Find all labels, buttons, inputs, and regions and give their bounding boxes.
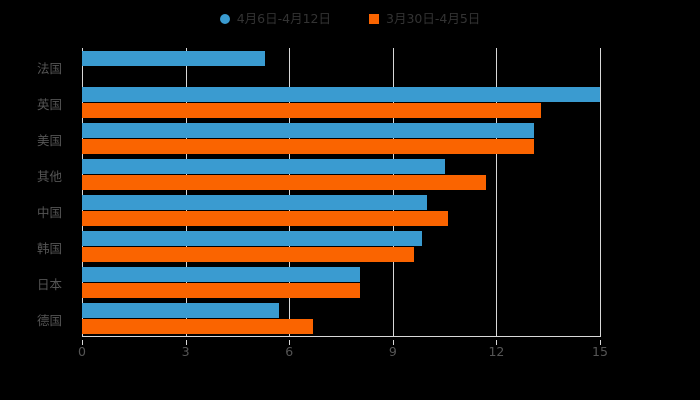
x-tick-label: 0 bbox=[78, 344, 86, 359]
bar[interactable] bbox=[82, 158, 445, 174]
bar[interactable] bbox=[82, 102, 542, 118]
y-axis-label: 日本 bbox=[36, 277, 62, 292]
bar[interactable] bbox=[82, 318, 314, 334]
y-axis-label: 其他 bbox=[36, 169, 62, 184]
bar[interactable] bbox=[82, 266, 360, 282]
bar[interactable] bbox=[82, 210, 449, 226]
y-axis-label: 中国 bbox=[36, 205, 62, 220]
gridline bbox=[600, 48, 601, 336]
circle-icon bbox=[219, 14, 230, 24]
x-tick-label: 12 bbox=[488, 344, 505, 359]
y-axis-label: 法国 bbox=[36, 61, 62, 76]
bar[interactable] bbox=[82, 230, 423, 246]
x-tick-mark bbox=[185, 340, 187, 345]
y-axis-label: 韩国 bbox=[36, 241, 62, 256]
chart-legend: 4月6日-4月12日 3月30日-4月5日 bbox=[0, 6, 700, 32]
bar-group bbox=[82, 228, 600, 264]
legend-label-series-a: 4月6日-4月12日 bbox=[236, 10, 331, 26]
x-tick-mark bbox=[600, 340, 601, 345]
gridline bbox=[496, 48, 498, 336]
y-axis-label: 美国 bbox=[36, 133, 62, 148]
bar-group bbox=[82, 300, 600, 336]
gridline bbox=[82, 48, 83, 336]
x-axis-labels: 0 3 6 9 12 15 bbox=[0, 340, 700, 364]
y-axis-labels: 法国英国美国其他中国韩国日本德国 bbox=[0, 48, 72, 336]
legend-item-series-a[interactable]: 4月6日-4月12日 bbox=[219, 10, 331, 26]
gridline bbox=[185, 48, 187, 336]
bar-group bbox=[82, 48, 600, 84]
y-axis-label: 英国 bbox=[36, 97, 62, 112]
bar-group bbox=[82, 156, 600, 192]
bar-group bbox=[82, 120, 600, 156]
square-icon bbox=[369, 14, 379, 24]
x-tick-label: 9 bbox=[388, 344, 397, 359]
y-axis-label: 德国 bbox=[36, 313, 62, 328]
x-tick-label: 15 bbox=[592, 344, 608, 359]
x-tick-mark bbox=[289, 340, 291, 345]
bar[interactable] bbox=[82, 122, 535, 138]
gridline bbox=[289, 48, 291, 336]
bar[interactable] bbox=[82, 86, 600, 102]
gridline bbox=[392, 48, 394, 336]
x-tick-mark bbox=[496, 340, 498, 345]
bar-group bbox=[82, 84, 600, 120]
x-tick-mark bbox=[392, 340, 394, 345]
bar[interactable] bbox=[82, 138, 535, 154]
bar-group bbox=[82, 264, 600, 300]
bar[interactable] bbox=[82, 50, 266, 66]
bar[interactable] bbox=[82, 194, 428, 210]
bar[interactable] bbox=[82, 246, 414, 262]
x-tick-label: 3 bbox=[181, 344, 190, 359]
legend-label-series-b: 3月30日-4月5日 bbox=[386, 10, 481, 26]
x-tick-mark bbox=[82, 340, 83, 345]
plot-area bbox=[82, 48, 601, 336]
bar[interactable] bbox=[82, 282, 360, 298]
bar[interactable] bbox=[82, 302, 279, 318]
bar[interactable] bbox=[82, 174, 487, 190]
legend-item-series-b[interactable]: 3月30日-4月5日 bbox=[369, 10, 481, 26]
x-tick-label: 6 bbox=[285, 344, 294, 359]
x-axis-line bbox=[82, 336, 601, 337]
bar-group bbox=[82, 192, 600, 228]
